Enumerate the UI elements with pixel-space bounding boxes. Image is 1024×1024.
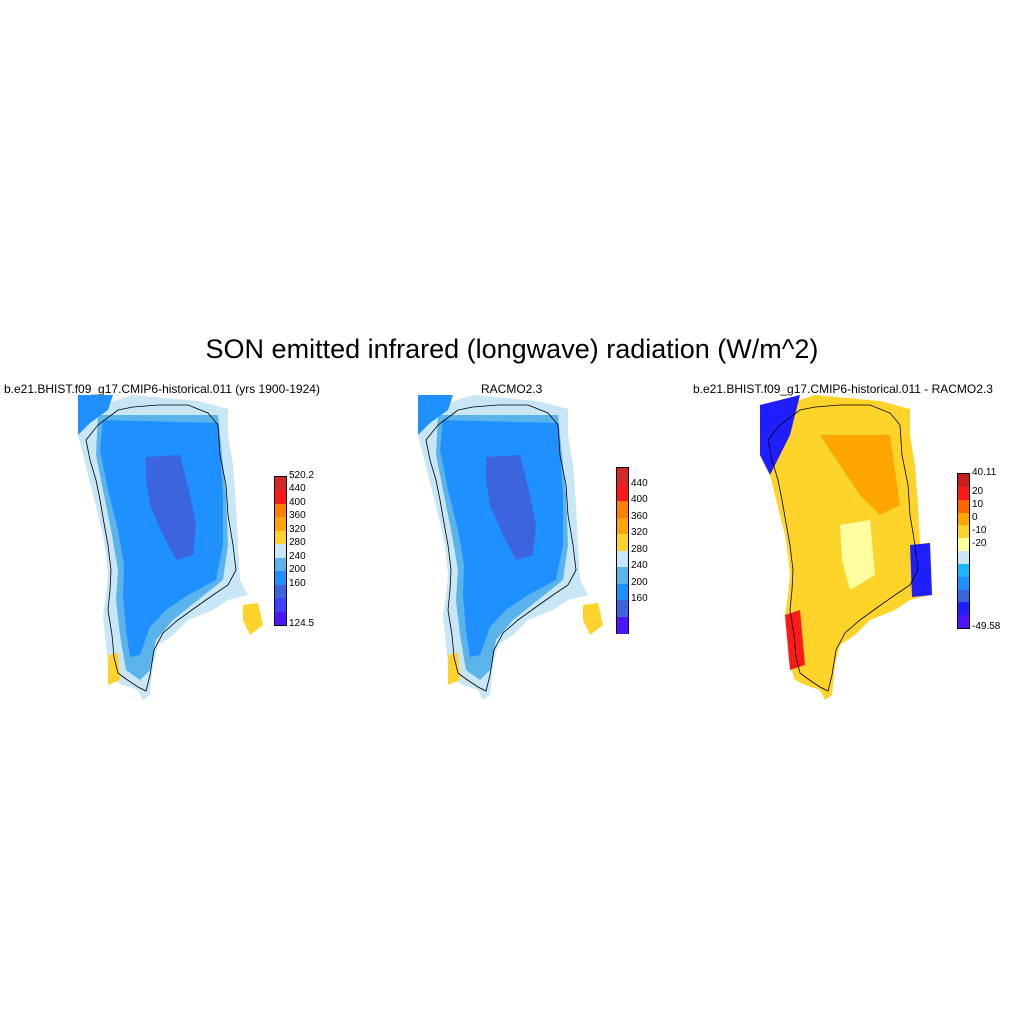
colorbar-tick-label: -10 (972, 524, 987, 536)
colorbar-segment (958, 563, 969, 578)
colorbar-tick-label: 160 (289, 577, 306, 589)
colorbar-segment (275, 557, 286, 572)
colorbar-segment (275, 517, 286, 532)
colorbar-segment (958, 512, 969, 526)
colorbar-segment (958, 499, 969, 513)
difference-positive-region (820, 435, 900, 515)
colorbar-segment (617, 534, 628, 551)
colorbar-segment (617, 468, 628, 485)
ice-sheet-core (146, 455, 196, 560)
colorbar-segment (958, 602, 969, 616)
northwest-cells (418, 395, 453, 435)
colorbar-segment (275, 544, 286, 559)
colorbar-tick-label: 440 (289, 483, 306, 495)
panel-1-title: b.e21.BHIST.f09_g17.CMIP6-historical.011… (4, 382, 320, 396)
colorbar-segment (958, 551, 969, 565)
colorbar-segment (275, 598, 286, 613)
colorbar-segment (617, 616, 628, 634)
difference-pale-region (840, 520, 875, 590)
colorbar-boxes (957, 473, 970, 629)
northwest-cells (78, 395, 113, 435)
coastline (85, 404, 237, 692)
coastal-warm-cells (448, 653, 460, 685)
panel-3-map (760, 395, 932, 700)
colorbar-tick-label: 320 (631, 527, 648, 538)
difference-negative-coast (910, 543, 932, 597)
panel-3-title: b.e21.BHIST.f09_g17.CMIP6-historical.011… (693, 382, 993, 396)
difference-negative-cells (760, 395, 800, 475)
colorbar-tick-label: 280 (631, 543, 648, 555)
colorbar-tick-label: 160 (631, 593, 648, 604)
colorbar-segment (617, 484, 628, 502)
colorbar-segment (275, 530, 286, 545)
colorbar-tick-label: 240 (631, 560, 648, 571)
island-warm-cells (583, 603, 603, 635)
island-warm-cells (243, 603, 263, 635)
colorbar-tick-label: 0 (972, 511, 978, 523)
colorbar-segment (617, 517, 628, 535)
colorbar-segment (958, 589, 969, 603)
difference-red-cells (785, 610, 805, 670)
colorbar-segment (958, 576, 969, 590)
colorbar-tick-label: -49.58 (972, 621, 1001, 632)
colorbar-segment (617, 567, 628, 584)
colorbar-tick-label: 20 (972, 486, 984, 498)
ice-sheet-interior (440, 420, 563, 657)
colorbar-segment (958, 474, 969, 488)
ice-sheet-interior (100, 420, 223, 657)
colorbar-segment (275, 490, 286, 505)
colorbar-tick-label: -20 (972, 537, 987, 549)
panel-1-map (78, 395, 263, 700)
colorbar-tick-label: 400 (631, 494, 648, 505)
colorbar-boxes (274, 476, 287, 626)
colorbar-segment (275, 611, 286, 626)
colorbar-tick-label: 240 (289, 550, 306, 562)
coastal-warm-cells (108, 653, 120, 685)
colorbar-tick-label: 40.11 (972, 467, 997, 478)
coastline (425, 404, 577, 692)
colorbar-boxes (616, 467, 629, 634)
colorbar-segment (275, 571, 286, 586)
colorbar-tick-label: 280 (289, 537, 306, 549)
colorbar-segment (958, 486, 969, 501)
colorbar-tick-label: 400 (289, 496, 306, 508)
ice-sheet-core (486, 455, 536, 560)
colorbar-tick-label: 200 (631, 576, 648, 588)
colorbar-segment (617, 501, 628, 518)
colorbar-segment (275, 477, 286, 491)
colorbar-segment (617, 550, 628, 568)
colorbar-tick-label: 320 (289, 523, 306, 535)
colorbar-tick-label: 200 (289, 564, 306, 576)
colorbar-tick-label: 10 (972, 499, 984, 511)
colorbar-tick-label: 124.5 (289, 618, 315, 629)
colorbar-tick-label: 360 (631, 510, 648, 522)
panel-2-map (418, 395, 603, 700)
colorbar-segment (958, 538, 969, 552)
panel-2-title: RACMO2.3 (481, 382, 543, 396)
colorbar-segment (958, 615, 969, 629)
colorbar-segment (275, 584, 286, 599)
colorbar-tick-label: 360 (289, 510, 306, 522)
colorbar-segment (617, 600, 628, 617)
colorbar-tick-label: 520.2 (289, 470, 315, 481)
colorbar-segment (958, 525, 969, 539)
main-title: SON emitted infrared (longwave) radiatio… (205, 334, 819, 364)
colorbar-segment (617, 583, 628, 601)
colorbar-segment (275, 503, 286, 518)
colorbar-tick-label: 440 (631, 477, 648, 489)
coastline (767, 404, 919, 692)
